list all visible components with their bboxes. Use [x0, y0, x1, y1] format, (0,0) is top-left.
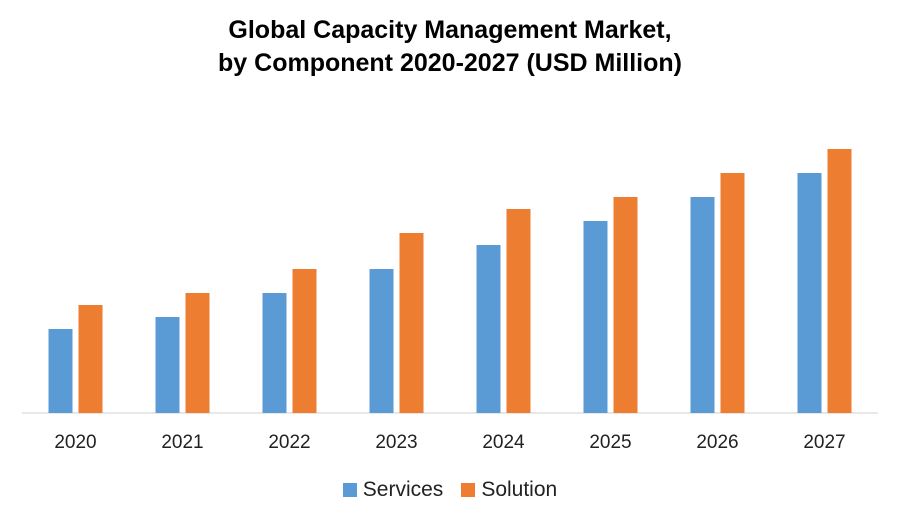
bar-services-2026 — [690, 197, 715, 413]
x-tick-label: 2026 — [696, 432, 738, 453]
bar-services-2021 — [155, 317, 180, 413]
x-tick-label: 2020 — [54, 432, 96, 453]
bar-solution-2025 — [613, 197, 638, 413]
legend: Services Solution — [0, 478, 900, 502]
bar-services-2027 — [797, 173, 822, 413]
chart-subtitle: by Component 2020-2027 (USD Million) — [218, 49, 682, 77]
bar-solution-2020 — [78, 305, 103, 413]
bar-solution-2021 — [185, 293, 210, 413]
bar-solution-2023 — [399, 233, 424, 413]
bar-services-2020 — [48, 329, 73, 413]
bar-solution-2024 — [506, 209, 531, 413]
x-tick-label: 2023 — [375, 432, 417, 453]
x-tick-label: 2021 — [161, 432, 203, 453]
bar-solution-2026 — [720, 173, 745, 413]
x-tick-label: 2027 — [803, 432, 845, 453]
bar-solution-2027 — [827, 149, 852, 413]
bar-chart: 2020 2021 2022 2023 2024 2025 2026 2027 — [22, 149, 878, 453]
bar-services-2025 — [583, 221, 608, 413]
bar-services-2023 — [369, 269, 394, 413]
legend-item-solution: Solution — [461, 478, 557, 502]
x-tick-label: 2022 — [268, 432, 310, 453]
legend-swatch-services — [342, 483, 357, 497]
legend-label-services: Services — [362, 478, 444, 501]
x-tick-label: 2025 — [589, 432, 631, 453]
chart-title: Global Capacity Management Market, — [228, 16, 672, 44]
bar-services-2024 — [476, 245, 501, 413]
bar-services-2022 — [262, 293, 287, 413]
legend-label-solution: Solution — [481, 478, 558, 501]
bar-solution-2022 — [292, 269, 317, 413]
legend-swatch-solution — [461, 483, 476, 497]
x-tick-label: 2024 — [482, 432, 525, 453]
legend-item-services: Services — [342, 478, 444, 502]
